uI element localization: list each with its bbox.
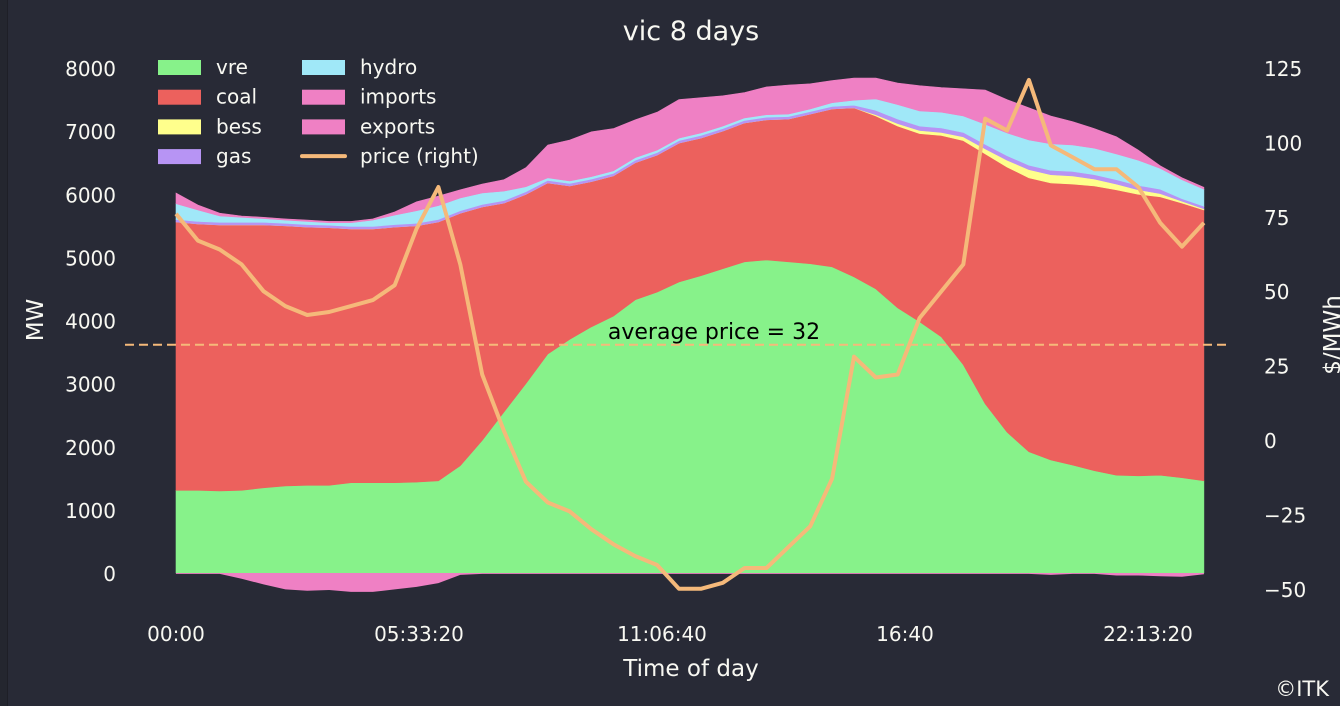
legend-label: price (right): [360, 144, 479, 168]
y-tick-label: 5000: [65, 246, 116, 270]
legend-swatch-vre: [158, 60, 201, 75]
y-tick-label: 7000: [65, 120, 116, 144]
axes: 010002000300040005000600070008000−50−250…: [65, 57, 1306, 646]
y-tick-label: 2000: [65, 436, 116, 460]
legend-swatch-gas: [158, 149, 201, 165]
y-tick-label: 6000: [65, 183, 116, 207]
x-tick-label: 16:40: [876, 622, 934, 646]
y-right-tick-label: −25: [1264, 503, 1306, 527]
y-right-axis-label: $/MWh: [1320, 295, 1340, 375]
y-right-tick-label: 125: [1264, 57, 1302, 81]
x-tick-label: 22:13:20: [1103, 622, 1193, 646]
y-tick-label: 8000: [65, 57, 116, 81]
legend-swatch-coal: [158, 89, 201, 105]
copyright: ©ITK: [1275, 677, 1330, 701]
x-tick-label: 11:06:40: [617, 622, 707, 646]
legend-swatch-exports: [302, 119, 345, 135]
legend-swatch-bess: [158, 119, 201, 135]
y-tick-label: 3000: [65, 373, 116, 397]
price-lines: average price = 32: [125, 77, 1228, 591]
average-price-label: average price = 32: [608, 320, 820, 345]
legend-label: exports: [360, 114, 435, 138]
y-tick-label: 4000: [65, 310, 116, 334]
y-right-tick-label: 75: [1264, 206, 1289, 230]
area-imports: [175, 77, 1205, 223]
x-tick-label: 05:33:20: [374, 622, 464, 646]
legend-swatch-hydro: [302, 60, 345, 75]
legend-label: vre: [216, 55, 248, 79]
y-right-tick-label: 25: [1264, 355, 1289, 379]
y-right-tick-label: −50: [1264, 578, 1306, 602]
legend-label: coal: [216, 85, 257, 109]
y-right-tick-label: 50: [1264, 280, 1289, 304]
y-right-tick-label: 100: [1264, 131, 1302, 155]
window-edge: [0, 0, 8, 706]
y-tick-label: 1000: [65, 499, 116, 523]
price-line: [174, 77, 1206, 591]
stacked-areas: [175, 77, 1205, 592]
legend-label: gas: [216, 144, 251, 168]
legend-label: bess: [216, 114, 262, 138]
y-tick-label: 0: [103, 562, 116, 586]
legend-swatch-imports: [302, 89, 345, 105]
y-right-tick-label: 0: [1264, 429, 1277, 453]
legend: vre coal bess gas hydro imports exports price (…: [158, 55, 479, 168]
legend-label: hydro: [360, 55, 417, 79]
x-axis-label: Time of day: [622, 656, 758, 682]
area-exports: [176, 573, 1204, 592]
x-tick-label: 00:00: [147, 622, 205, 646]
y-axis-label: MW: [23, 299, 49, 342]
chart-title: vic 8 days: [623, 16, 759, 47]
legend-label: imports: [360, 85, 436, 109]
